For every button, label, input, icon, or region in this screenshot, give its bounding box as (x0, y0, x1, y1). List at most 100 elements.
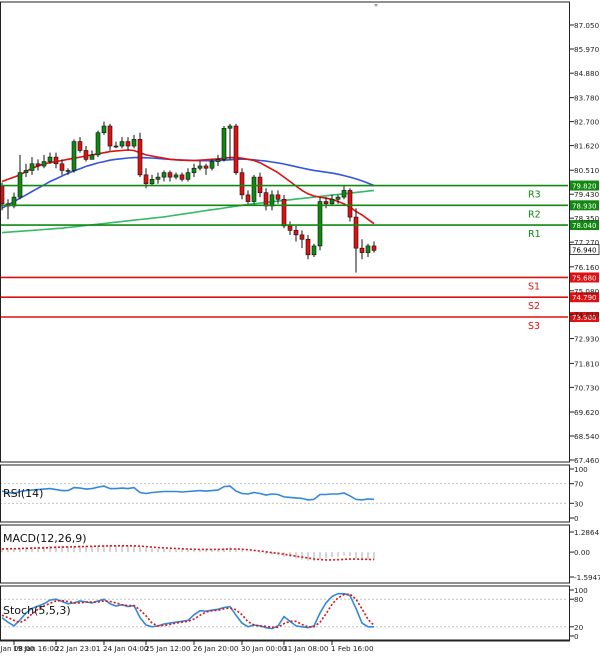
candle (47, 152, 53, 164)
candle-body (113, 145, 119, 148)
gridlines (0, 483, 568, 628)
price-tick-label: 83.780 (574, 94, 600, 103)
current-price-text: 76.940 (572, 246, 597, 254)
price-tick-label: 84.880 (574, 69, 600, 78)
price-tick-label: 80.510 (574, 166, 600, 175)
candle-body (245, 194, 251, 202)
panel-frames (0, 1, 570, 642)
candle (227, 123, 233, 160)
candle-body (191, 167, 197, 173)
price-tick-label: 77.270 (574, 238, 600, 247)
stoch-d-line (1, 593, 375, 629)
price-tick-label: 87.050 (574, 21, 600, 30)
candle-body (359, 247, 365, 253)
candle-body (41, 161, 47, 167)
candle-body (299, 234, 305, 240)
candle-body (119, 141, 125, 147)
price-tick-label: 76.160 (574, 263, 600, 272)
candle-body (251, 176, 257, 202)
candle-body (281, 199, 287, 227)
panel-frame-macd (0, 524, 570, 584)
rsi-tick-label: 0 (574, 514, 579, 523)
candle (83, 146, 89, 162)
candle (35, 159, 41, 171)
candle (71, 139, 77, 173)
candle (89, 150, 95, 160)
candle-body (317, 201, 323, 247)
time-tick-label: 25 Jan 12:00 (145, 644, 191, 653)
level-badge (570, 220, 599, 231)
pivot-level-s3: S3 73.900 (0, 311, 599, 332)
panel-frame-rsi (0, 464, 570, 523)
price-tick-label: 71.810 (574, 359, 600, 368)
price-tick-label: 79.430 (574, 190, 600, 199)
time-tick-label: 18 Jan 08:00 (0, 644, 35, 653)
level-label: R2 (528, 209, 541, 220)
level-badge-text: 78.040 (572, 222, 597, 230)
candle-body (323, 201, 329, 205)
candle (209, 159, 215, 171)
macd-tick-label: 1.2864 (574, 528, 600, 537)
price-tick-label: 70.730 (574, 383, 600, 392)
pivot-level-r3: R3 79.820 (0, 180, 599, 201)
candles (0, 121, 377, 273)
candle (293, 225, 299, 242)
time-tick-label: 31 Jan 08:00 (283, 644, 329, 653)
candle (113, 141, 119, 149)
candle (95, 130, 101, 158)
candle-body (293, 230, 299, 236)
candle-body (197, 165, 203, 169)
time-tick-label: 19 Jan 16:00 (13, 644, 59, 653)
candle (305, 234, 311, 260)
candle (161, 170, 167, 182)
candle (167, 170, 173, 182)
candle (179, 172, 185, 182)
candle (269, 190, 275, 211)
stoch-tick-label: 0 (574, 632, 579, 641)
candle (329, 194, 335, 206)
candle-body (107, 125, 113, 147)
level-badge-text: 78.930 (572, 202, 597, 210)
candle (173, 172, 179, 180)
candle (221, 126, 227, 162)
macd-tick-label: -1.5947 (574, 573, 600, 582)
price-tick-label: 85.970 (574, 45, 600, 54)
level-label: S2 (528, 301, 540, 312)
candle (29, 157, 35, 175)
pivot-level-s2: S2 74.790 (0, 292, 599, 312)
candle-body (347, 190, 353, 218)
level-badge-text: 74.790 (572, 294, 597, 302)
candle-body (203, 165, 209, 169)
candle (185, 168, 191, 182)
panel-frame-stoch (0, 585, 570, 641)
candle-body (275, 194, 281, 200)
time-tick-label: 22 Jan 23:01 (55, 644, 101, 653)
level-badge (570, 180, 599, 191)
candle-body (83, 150, 89, 160)
candle-body (77, 141, 83, 151)
candle-body (371, 245, 377, 251)
candle-body (137, 139, 143, 176)
level-label: S1 (528, 281, 540, 292)
candle (149, 174, 155, 186)
candle-body (59, 163, 65, 171)
candle-body (173, 174, 179, 178)
candle (233, 123, 239, 175)
candle-body (35, 163, 41, 167)
candle (197, 161, 203, 171)
candle-body (233, 125, 239, 173)
price-tick-label: 82.700 (574, 118, 600, 127)
time-tick-label: 1 Feb 16:00 (331, 644, 374, 653)
candle (341, 185, 347, 200)
candle-body (305, 238, 311, 256)
candle (203, 163, 209, 175)
candle (119, 137, 125, 149)
candle-body (341, 190, 347, 198)
panel-frame-main (0, 1, 570, 463)
current-price-badge (569, 244, 600, 255)
candle (5, 199, 11, 220)
stoch-label: Stoch(5,5,3) (3, 604, 71, 617)
candle (281, 194, 287, 229)
